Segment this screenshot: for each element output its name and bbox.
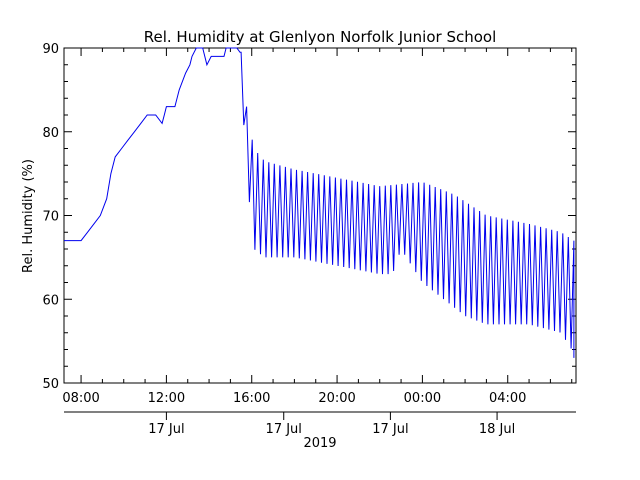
y-tick-label: 50 [42, 377, 59, 392]
series-line [64, 47, 575, 358]
x-tick-label: 04:00 [489, 391, 526, 406]
y-tick-label: 70 [42, 210, 59, 225]
date-tick-label: 17 Jul [148, 422, 184, 437]
y-tick-label: 60 [42, 293, 59, 308]
x-tick-label: 00:00 [404, 391, 441, 406]
y-axis: 50 60 70 80 90 [42, 42, 576, 392]
x-tick-label: 16:00 [233, 391, 270, 406]
y-tick-label: 90 [42, 42, 59, 57]
x-tick-label: 12:00 [148, 391, 185, 406]
date-tick-label: 18 Jul [479, 422, 515, 437]
date-axis: 17 Jul 17 Jul 17 Jul 18 Jul [64, 411, 576, 437]
x-axis: 08:00 12:00 16:00 20:00 00:00 04:00 [62, 48, 573, 406]
y-tick-label: 80 [42, 126, 59, 141]
chart-title: Rel. Humidity at Glenlyon Norfolk Junior… [144, 28, 497, 46]
date-tick-label: 17 Jul [372, 422, 408, 437]
y-axis-label: Rel. Humidity (%) [21, 159, 36, 273]
date-tick-label: 17 Jul [266, 422, 302, 437]
series-humidity [64, 47, 575, 358]
x-tick-label: 20:00 [318, 391, 355, 406]
x-axis-year-label: 2019 [303, 436, 336, 451]
x-tick-label: 08:00 [62, 391, 99, 406]
